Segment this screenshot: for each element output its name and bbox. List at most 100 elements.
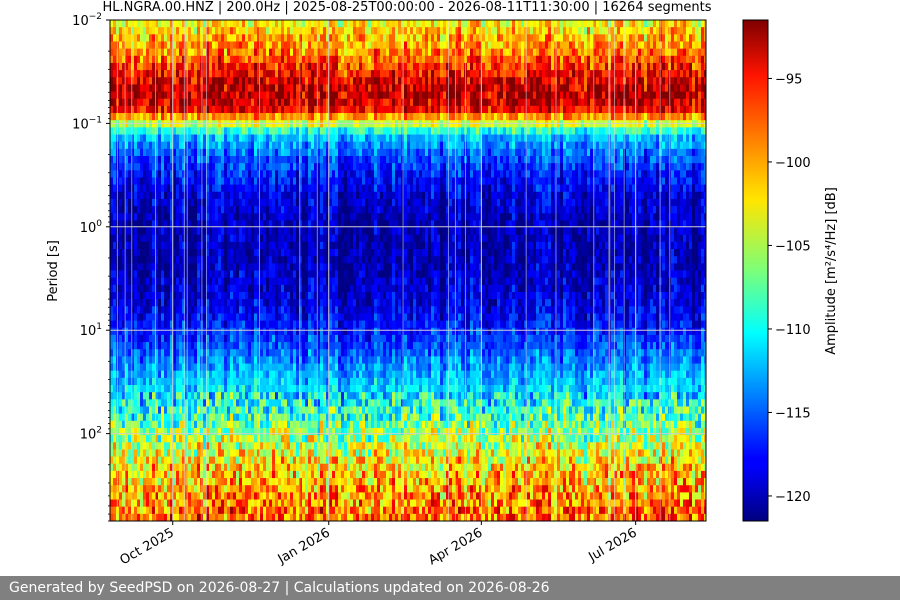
heatmap-column [176, 20, 180, 521]
heatmap-cell [128, 270, 132, 279]
heatmap-cell [203, 84, 207, 93]
heatmap-cell [182, 385, 186, 393]
heatmap-cell [155, 84, 159, 93]
heatmap-cell [152, 499, 156, 508]
heatmap-cell [128, 306, 132, 315]
heatmap-cell [254, 327, 258, 336]
heatmap-cell [284, 370, 288, 379]
heatmap-cell [239, 34, 243, 43]
heatmap-cell [161, 70, 165, 78]
heatmap-cell [212, 241, 216, 250]
heatmap-cell [284, 234, 288, 243]
heatmap-cell [170, 299, 174, 307]
heatmap-cell [194, 392, 198, 400]
heatmap-column [239, 20, 243, 521]
heatmap-cell [287, 449, 291, 458]
heatmap-cell [113, 413, 117, 422]
heatmap-cell [239, 291, 243, 300]
heatmap-cell [242, 62, 246, 71]
heatmap-cell [302, 105, 306, 114]
heatmap-cell [257, 113, 261, 121]
heatmap-cell [113, 270, 117, 279]
heatmap-cell [299, 98, 303, 107]
heatmap-cell [212, 84, 216, 93]
heatmap-cell [275, 342, 279, 350]
heatmap-cell [152, 77, 156, 86]
heatmap-cell [209, 492, 213, 501]
heatmap-cell [281, 105, 285, 114]
heatmap-cell [140, 284, 144, 293]
heatmap-cell [209, 20, 213, 28]
heatmap-cell [236, 478, 240, 486]
heatmap-cell [299, 463, 303, 472]
heatmap-cell [260, 356, 264, 365]
heatmap-cell [125, 98, 129, 107]
heatmap-cell [263, 55, 267, 64]
heatmap-cell [206, 48, 210, 57]
heatmap-cell [305, 249, 309, 257]
heatmap-cell [128, 299, 132, 307]
heatmap-cell [257, 184, 261, 193]
heatmap-cell [164, 105, 168, 114]
heatmap-cell [266, 413, 270, 422]
heatmap-cell [185, 356, 189, 365]
heatmap-cell [254, 27, 258, 35]
heatmap-cell [188, 120, 192, 128]
heatmap-cell [110, 191, 114, 200]
heatmap-cell [215, 220, 219, 229]
heatmap-cell [311, 198, 315, 207]
heatmap-cell [248, 370, 252, 379]
heatmap-cell [221, 206, 225, 214]
heatmap-cell [191, 291, 195, 300]
heatmap-cell [233, 385, 237, 393]
heatmap-cell [236, 48, 240, 57]
heatmap-cell [191, 27, 195, 35]
heatmap-cell [173, 392, 177, 400]
heatmap-cell [239, 220, 243, 229]
heatmap-cell [131, 449, 135, 458]
heatmap-cell [224, 55, 228, 64]
heatmap-cell [143, 270, 147, 279]
heatmap-cell [317, 227, 321, 236]
heatmap-cell [236, 427, 240, 436]
heatmap-cell [308, 463, 312, 472]
heatmap-cell [203, 77, 207, 86]
heatmap-cell [122, 220, 126, 229]
heatmap-cell [233, 184, 237, 193]
heatmap-cell [179, 41, 183, 50]
heatmap-cell [317, 48, 321, 57]
heatmap-cell [230, 184, 234, 193]
heatmap-cell [236, 327, 240, 336]
heatmap-cell [161, 478, 165, 486]
heatmap-cell [179, 134, 183, 143]
heatmap-cell [296, 170, 300, 179]
heatmap-cell [263, 270, 267, 279]
heatmap-cell [260, 456, 264, 465]
heatmap-cell [257, 77, 261, 86]
heatmap-cell [215, 227, 219, 236]
heatmap-cell [275, 427, 279, 436]
heatmap-cell [182, 442, 186, 451]
heatmap-cell [125, 427, 129, 436]
heatmap-cell [170, 48, 174, 57]
heatmap-cell [203, 113, 207, 121]
heatmap-cell [239, 177, 243, 186]
heatmap-cell [206, 84, 210, 93]
heatmap-cell [188, 291, 192, 300]
heatmap-cell [290, 313, 294, 322]
heatmap-cell [188, 263, 192, 272]
heatmap-cell [308, 478, 312, 486]
heatmap-cell [317, 284, 321, 293]
heatmap-cell [308, 263, 312, 272]
heatmap-cell [227, 263, 231, 272]
heatmap-cell [230, 284, 234, 293]
heatmap-cell [125, 34, 129, 43]
heatmap-cell [311, 113, 315, 121]
heatmap-cell [242, 427, 246, 436]
heatmap-cell [233, 435, 237, 443]
heatmap-cell [287, 277, 291, 286]
heatmap-cell [113, 299, 117, 307]
heatmap-cell [155, 256, 159, 264]
heatmap-cell [146, 241, 150, 250]
heatmap-cell [251, 62, 255, 71]
